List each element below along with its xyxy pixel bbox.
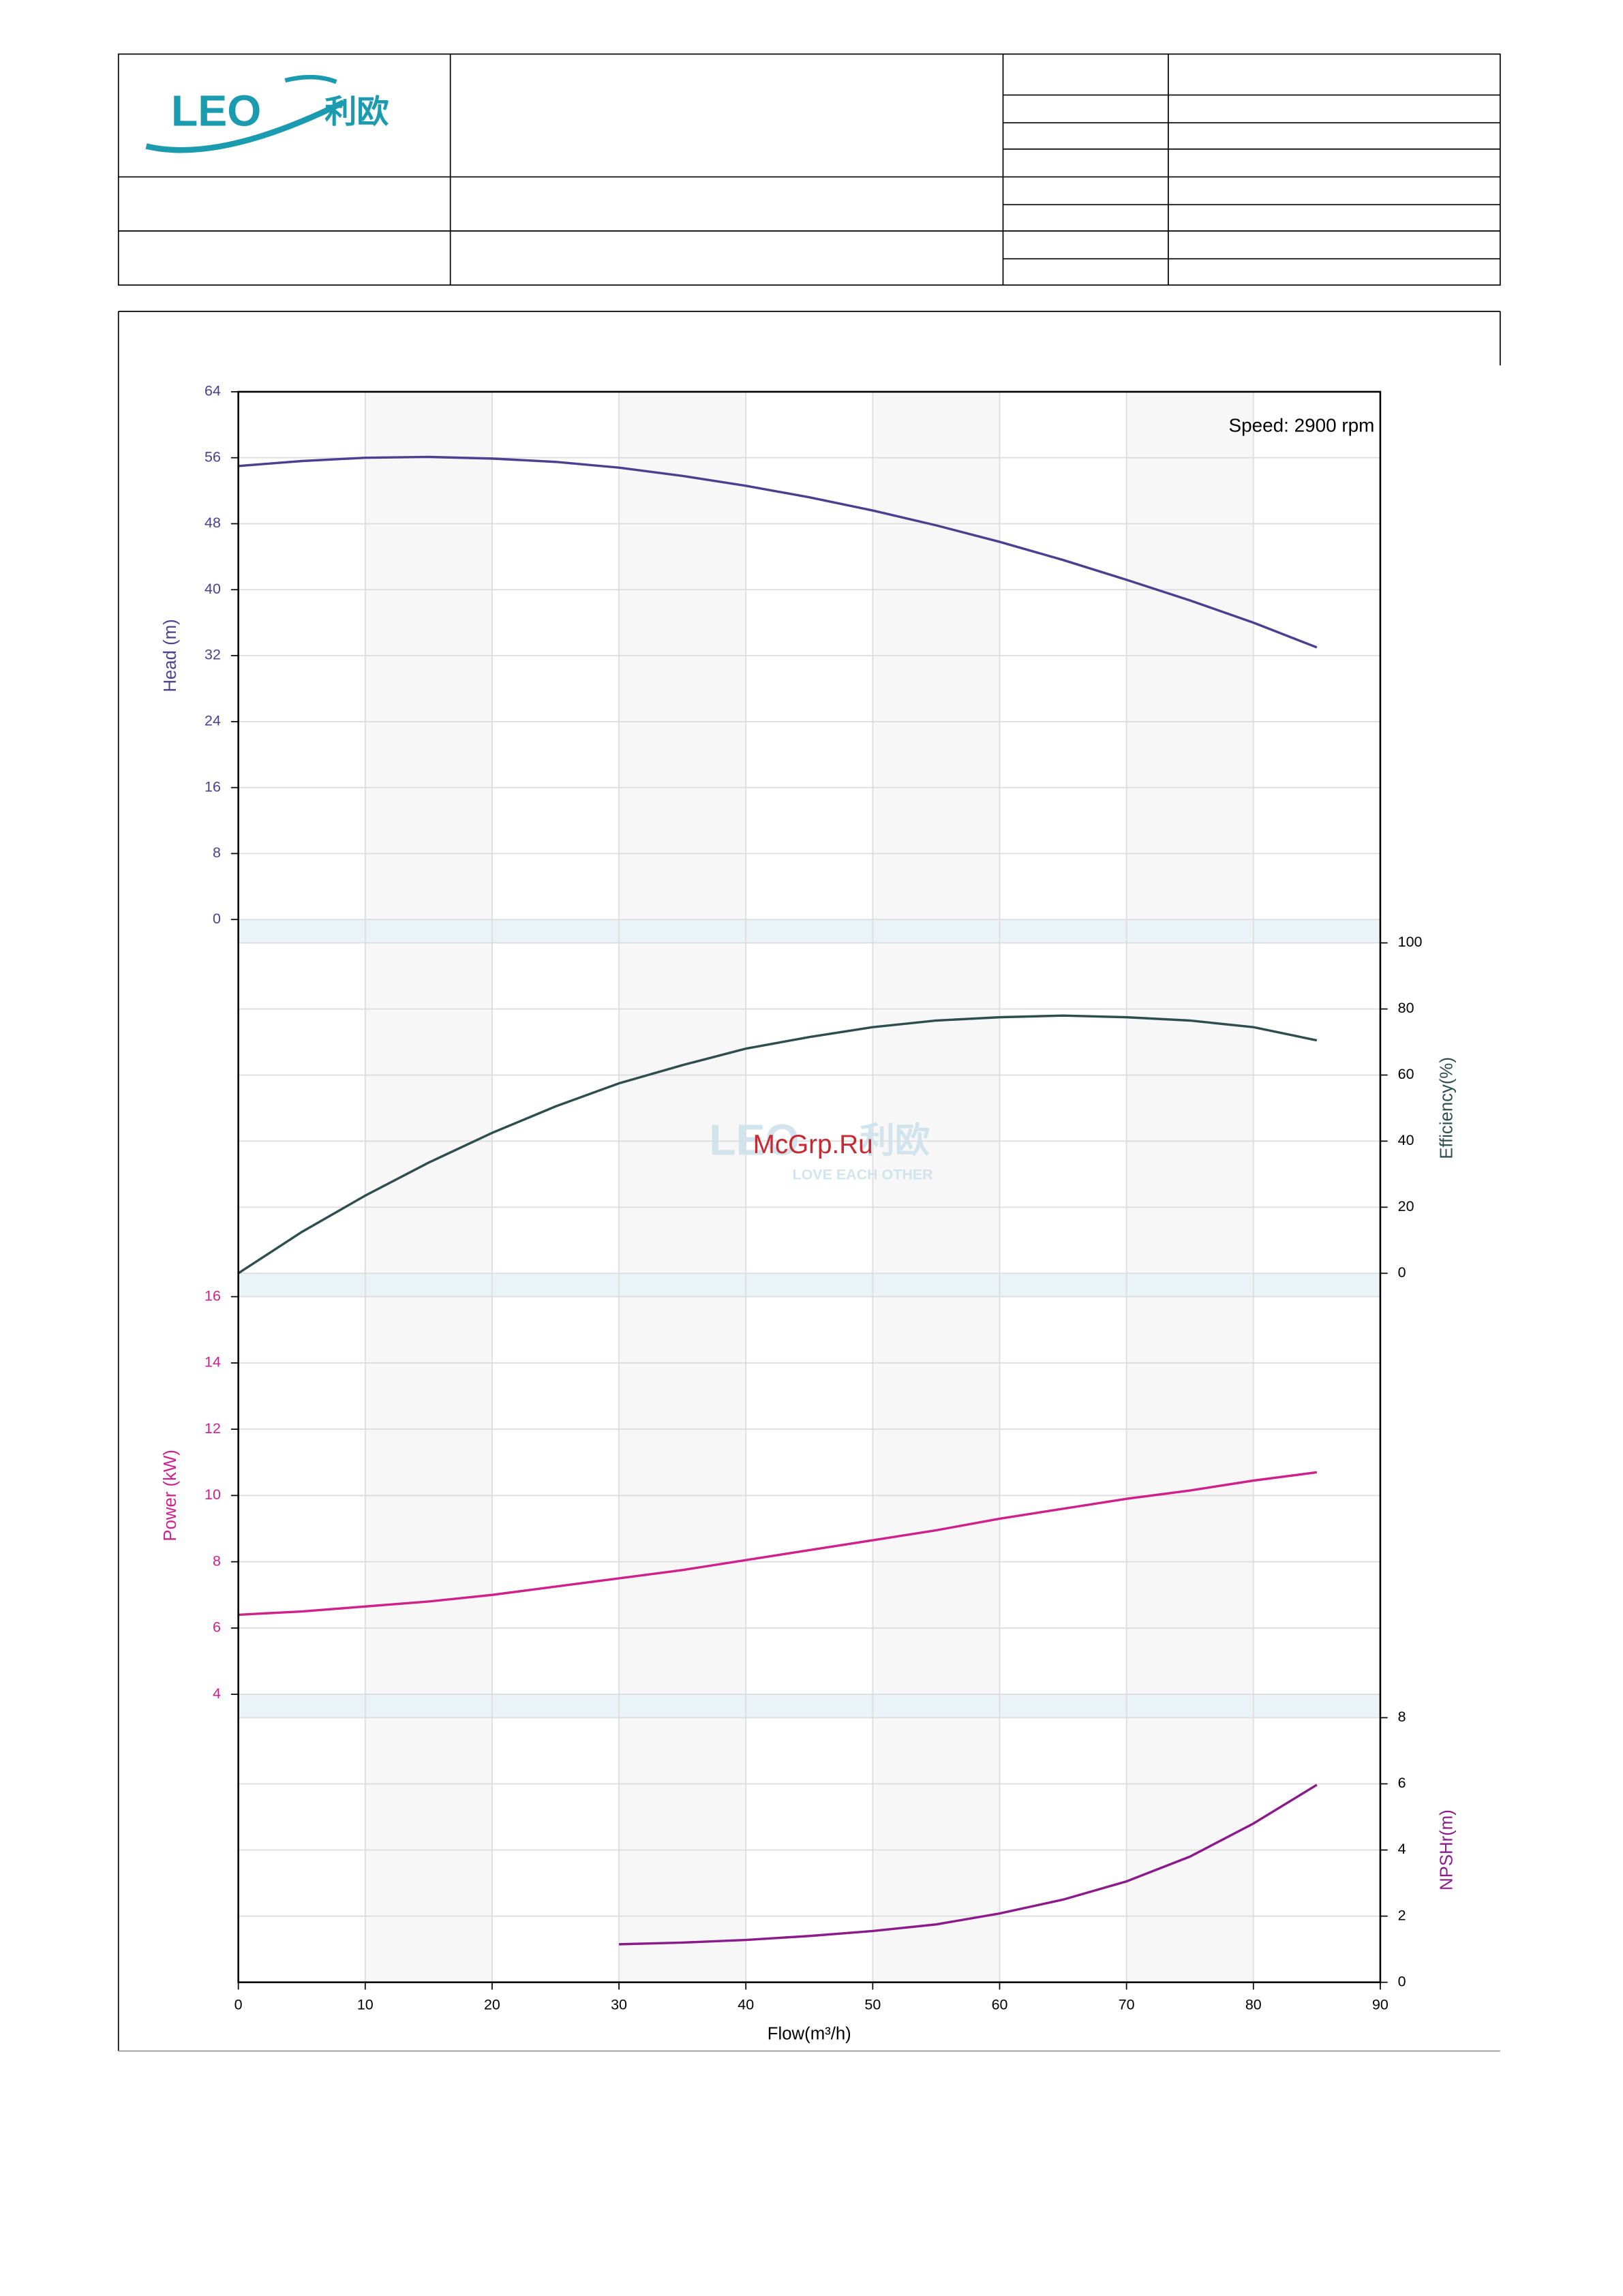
column-shade bbox=[1126, 391, 1254, 1983]
y-tick-label: 0 bbox=[1398, 1973, 1406, 1989]
y-tick-label: 0 bbox=[213, 910, 221, 927]
y-tick-label: 10 bbox=[204, 1486, 221, 1503]
y-tick-label: 6 bbox=[213, 1619, 221, 1636]
chart-frame bbox=[117, 311, 1501, 2052]
y-tick-label: 16 bbox=[204, 778, 221, 795]
x-axis-label: Flow(m³/h) bbox=[768, 2025, 851, 2044]
x-tick-label: 20 bbox=[484, 1997, 500, 2013]
logo: LEO 利欧 bbox=[145, 74, 389, 153]
x-tick-label: 10 bbox=[357, 1997, 374, 2013]
series-line bbox=[237, 1014, 1318, 1274]
y-tick-label: 0 bbox=[1398, 1264, 1406, 1281]
y-tick-label: 40 bbox=[204, 581, 221, 597]
x-tick-label: 30 bbox=[611, 1997, 627, 2013]
y-tick-label: 6 bbox=[1398, 1775, 1406, 1791]
plot-border bbox=[237, 391, 1382, 1983]
y-tick-label: 4 bbox=[213, 1685, 221, 1702]
y-tick-label: 8 bbox=[1398, 1709, 1406, 1725]
x-tick-label: 0 bbox=[234, 1997, 243, 2013]
logo-cn: 利欧 bbox=[324, 94, 389, 130]
x-tick-label: 70 bbox=[1119, 1997, 1135, 2013]
x-tick-label: 40 bbox=[738, 1997, 754, 2013]
y-tick-label: 24 bbox=[204, 713, 221, 729]
y-axis-label: Head (m) bbox=[161, 619, 180, 692]
y-axis-label: Efficiency(%) bbox=[1437, 1057, 1456, 1159]
y-axis-label: Power (kW) bbox=[161, 1450, 180, 1541]
panel-gap bbox=[238, 919, 1380, 943]
watermark-brand: LEO bbox=[709, 1115, 799, 1164]
y-tick-label: 4 bbox=[1398, 1841, 1406, 1857]
header-table bbox=[117, 53, 1501, 286]
y-tick-label: 64 bbox=[204, 383, 221, 399]
y-tick-label: 20 bbox=[1398, 1198, 1414, 1214]
series-line bbox=[619, 1784, 1318, 1946]
y-tick-label: 16 bbox=[204, 1287, 221, 1304]
watermark-slogan: LOVE EACH OTHER bbox=[793, 1166, 934, 1182]
y-tick-label: 8 bbox=[213, 844, 221, 861]
y-axis-label: NPSHr(m) bbox=[1437, 1809, 1456, 1891]
x-tick-label: 60 bbox=[992, 1997, 1008, 2013]
y-tick-label: 14 bbox=[204, 1354, 221, 1371]
x-tick-label: 50 bbox=[864, 1997, 881, 2013]
y-tick-label: 80 bbox=[1398, 1000, 1414, 1016]
y-tick-label: 56 bbox=[204, 448, 221, 465]
column-shade bbox=[873, 391, 1000, 1983]
column-shade bbox=[619, 391, 746, 1983]
watermark-brand-cn: 利欧 bbox=[860, 1120, 930, 1160]
logo-text: LEO bbox=[171, 86, 261, 135]
y-tick-label: 12 bbox=[204, 1420, 221, 1437]
watermark-site: McGrp.Ru bbox=[753, 1130, 873, 1159]
x-tick-label: 90 bbox=[1372, 1997, 1389, 2013]
annotation: Speed: 2900 rpm bbox=[1228, 415, 1374, 436]
y-tick-label: 40 bbox=[1398, 1132, 1414, 1148]
series-line bbox=[238, 455, 1318, 649]
x-tick-label: 80 bbox=[1245, 1997, 1262, 2013]
y-tick-label: 8 bbox=[213, 1552, 221, 1569]
panel-gap bbox=[238, 1694, 1380, 1718]
panel-gap bbox=[238, 1273, 1380, 1297]
series-line bbox=[238, 1471, 1318, 1617]
y-tick-label: 32 bbox=[204, 647, 221, 663]
y-tick-label: 60 bbox=[1398, 1066, 1414, 1082]
plot: 0 10 20 30 40 50 60 70 80 900816243240485664Head … bbox=[161, 383, 1457, 2044]
y-tick-label: 48 bbox=[204, 515, 221, 531]
watermark: LEO 利欧 LOVE EACH OTHER McGrp.Ru bbox=[709, 1115, 933, 1182]
y-tick-label: 2 bbox=[1398, 1907, 1406, 1923]
y-tick-label: 100 bbox=[1398, 934, 1423, 950]
